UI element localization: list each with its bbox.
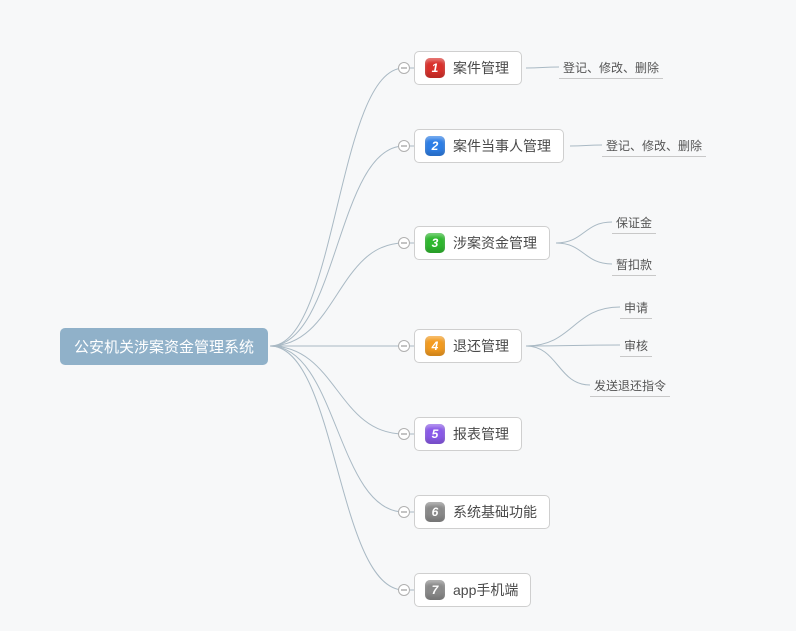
collapse-toggle[interactable] <box>398 140 410 152</box>
child-label: 案件管理 <box>453 58 509 78</box>
child-label: 报表管理 <box>453 424 509 444</box>
child-label: app手机端 <box>453 580 518 600</box>
child-label: 涉案资金管理 <box>453 233 537 253</box>
child-label: 系统基础功能 <box>453 502 537 522</box>
number-badge-icon: 1 <box>425 58 445 78</box>
collapse-toggle[interactable] <box>398 506 410 518</box>
leaf-label: 登记、修改、删除 <box>606 139 702 153</box>
child-node-n5[interactable]: 5 报表管理 <box>414 417 522 451</box>
collapse-toggle[interactable] <box>398 584 410 596</box>
leaf-label: 暂扣款 <box>616 258 652 272</box>
child-label: 退还管理 <box>453 336 509 356</box>
child-node-n6[interactable]: 6 系统基础功能 <box>414 495 550 529</box>
child-label: 案件当事人管理 <box>453 136 551 156</box>
number-badge-icon: 3 <box>425 233 445 253</box>
collapse-toggle[interactable] <box>398 62 410 74</box>
root-node[interactable]: 公安机关涉案资金管理系统 <box>60 328 268 365</box>
number-badge-icon: 2 <box>425 136 445 156</box>
badge-number: 6 <box>432 505 439 519</box>
leaf-node[interactable]: 发送退还指令 <box>590 377 670 397</box>
collapse-toggle[interactable] <box>398 237 410 249</box>
child-node-n3[interactable]: 3 涉案资金管理 <box>414 226 550 260</box>
leaf-label: 保证金 <box>616 216 652 230</box>
collapse-toggle[interactable] <box>398 340 410 352</box>
badge-number: 5 <box>432 427 439 441</box>
collapse-toggle[interactable] <box>398 428 410 440</box>
leaf-label: 审核 <box>624 339 648 353</box>
root-label: 公安机关涉案资金管理系统 <box>74 339 254 356</box>
child-node-n2[interactable]: 2 案件当事人管理 <box>414 129 564 163</box>
leaf-label: 发送退还指令 <box>594 379 666 393</box>
leaf-node[interactable]: 保证金 <box>612 214 656 234</box>
badge-number: 1 <box>432 61 439 75</box>
leaf-node[interactable]: 申请 <box>620 299 652 319</box>
child-node-n1[interactable]: 1 案件管理 <box>414 51 522 85</box>
badge-number: 2 <box>432 139 439 153</box>
number-badge-icon: 5 <box>425 424 445 444</box>
leaf-node[interactable]: 暂扣款 <box>612 256 656 276</box>
leaf-node[interactable]: 登记、修改、删除 <box>559 59 663 79</box>
badge-number: 4 <box>432 339 439 353</box>
number-badge-icon: 6 <box>425 502 445 522</box>
leaf-label: 登记、修改、删除 <box>563 61 659 75</box>
badge-number: 7 <box>432 583 439 597</box>
badge-number: 3 <box>432 236 439 250</box>
leaf-node[interactable]: 登记、修改、删除 <box>602 137 706 157</box>
child-node-n4[interactable]: 4 退还管理 <box>414 329 522 363</box>
child-node-n7[interactable]: 7 app手机端 <box>414 573 531 607</box>
leaf-node[interactable]: 审核 <box>620 337 652 357</box>
leaf-label: 申请 <box>624 301 648 315</box>
number-badge-icon: 4 <box>425 336 445 356</box>
number-badge-icon: 7 <box>425 580 445 600</box>
